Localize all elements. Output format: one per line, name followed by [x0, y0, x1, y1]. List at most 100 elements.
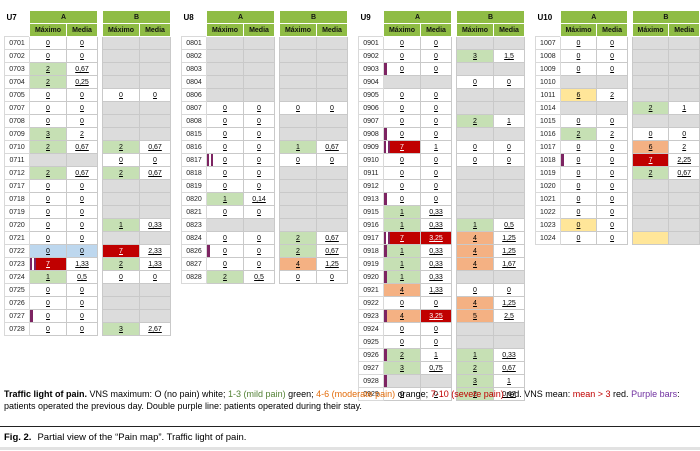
- column-gap: [97, 296, 103, 310]
- pain-cell: [316, 127, 348, 141]
- pain-cell: 1: [29, 270, 67, 284]
- patient-row: 1008 0 0: [535, 49, 700, 63]
- pain-cell: 1: [456, 348, 494, 362]
- pain-cell: [631, 88, 670, 102]
- pain-cell: 0: [66, 114, 98, 128]
- pain-cell: 2: [206, 270, 244, 284]
- pain-cell: 0: [29, 36, 67, 50]
- patient-id: 0804: [181, 75, 207, 89]
- column-gap: [274, 62, 280, 76]
- pain-value: 0: [80, 286, 84, 294]
- subheader-a-media: Media: [596, 23, 628, 37]
- pain-cell: [139, 231, 171, 245]
- pain-cell: 0: [243, 257, 275, 271]
- column-gap: [97, 257, 103, 271]
- pain-value: 0: [576, 182, 581, 190]
- pain-cell: [596, 75, 628, 89]
- pain-value: 0: [400, 91, 404, 99]
- pain-cell: [102, 36, 140, 50]
- pain-value: 0: [296, 156, 300, 164]
- pain-cell: 1: [383, 257, 421, 271]
- column-gap: [627, 49, 633, 63]
- pain-value: 0: [330, 156, 334, 164]
- pain-cell: 0: [596, 62, 628, 76]
- column-gap: [97, 114, 103, 128]
- pain-value: 0: [80, 52, 84, 60]
- pain-cell: 0: [206, 127, 244, 141]
- column-gap: [451, 296, 457, 310]
- pain-value: 0: [400, 104, 404, 112]
- pain-value: 0,33: [429, 247, 443, 255]
- pain-cell: 7: [29, 257, 67, 271]
- pain-cell: 1,25: [493, 231, 525, 245]
- pain-cell: [243, 75, 275, 89]
- patient-id: 0918: [358, 244, 384, 258]
- pain-cell: 2: [66, 127, 98, 141]
- patient-row: 1022 0 0: [535, 205, 700, 219]
- patient-id: 0817: [181, 153, 207, 167]
- patient-id: 1015: [535, 114, 561, 128]
- pain-cell: [206, 75, 244, 89]
- subheader-row: Máximo Media Máximo Media: [4, 23, 171, 37]
- pain-cell: 4: [456, 257, 494, 271]
- pain-cell: 0,33: [420, 257, 452, 271]
- patient-id: 0821: [181, 205, 207, 219]
- pain-cell: [631, 218, 670, 232]
- patient-id: 0827: [181, 257, 207, 271]
- pain-cell: 0: [420, 387, 452, 401]
- pain-cell: 0: [29, 309, 67, 323]
- pain-value: 0: [400, 299, 404, 307]
- pain-cell: 2: [29, 166, 67, 180]
- patient-id: 0925: [358, 335, 384, 349]
- pain-cell: [668, 36, 700, 50]
- pain-cell: 0: [559, 179, 598, 193]
- pain-cell: 0: [420, 49, 452, 63]
- pain-value: 0: [223, 234, 227, 242]
- pain-value: 0: [153, 156, 157, 164]
- column-gap: [451, 153, 457, 167]
- pain-value: 0: [257, 234, 261, 242]
- pain-cell: 0: [29, 322, 67, 336]
- pain-value: 0: [223, 247, 227, 255]
- patient-id: 0928: [358, 374, 384, 388]
- patient-row: 0924 0 0: [358, 322, 525, 336]
- pain-cell: [316, 88, 348, 102]
- pain-cell: 0: [383, 166, 421, 180]
- pain-cell: 0: [29, 192, 67, 206]
- pain-cell: [631, 205, 670, 219]
- pain-cell: 0: [559, 49, 598, 63]
- pain-value: 0,33: [429, 273, 443, 281]
- column-gap: [451, 322, 457, 336]
- pain-cell: [493, 335, 525, 349]
- pain-value: 0: [400, 65, 404, 73]
- pain-cell: 0: [493, 283, 525, 297]
- patient-id: 0915: [358, 205, 384, 219]
- column-gap: [97, 166, 103, 180]
- pain-cell: [139, 62, 171, 76]
- pain-cell: [279, 205, 317, 219]
- pain-cell: 0: [66, 218, 98, 232]
- patient-id: 1024: [535, 231, 561, 245]
- patient-row: 1019 0 0 2 0,67: [535, 166, 700, 180]
- column-gap: [274, 23, 280, 37]
- pain-value: 0: [576, 117, 581, 125]
- patient-row: 0820 1 0,14: [181, 192, 348, 206]
- patient-id: 0710: [4, 140, 30, 154]
- subheader-a-maximo: Máximo: [29, 23, 67, 37]
- pain-value: 0,67: [148, 143, 162, 151]
- pain-cell: [139, 205, 171, 219]
- panel-u7: U7 A B Máximo Media Máximo Media 0701 0 0 0702 0 0 07…: [4, 10, 171, 336]
- pain-cell: [279, 218, 317, 232]
- pain-cell: 0: [493, 75, 525, 89]
- subheader-b-maximo: Máximo: [631, 23, 670, 37]
- subheader-b-maximo: Máximo: [456, 23, 494, 37]
- patient-row: 0909 7 1 0 0: [358, 140, 525, 154]
- pain-cell: [559, 75, 598, 89]
- pain-value: 7: [400, 143, 404, 151]
- column-gap: [451, 335, 457, 349]
- pain-value: 0: [46, 52, 50, 60]
- pain-cell: 0: [383, 179, 421, 193]
- patient-id: 0916: [358, 218, 384, 232]
- pain-cell: 0: [139, 153, 171, 167]
- pain-cell: [493, 179, 525, 193]
